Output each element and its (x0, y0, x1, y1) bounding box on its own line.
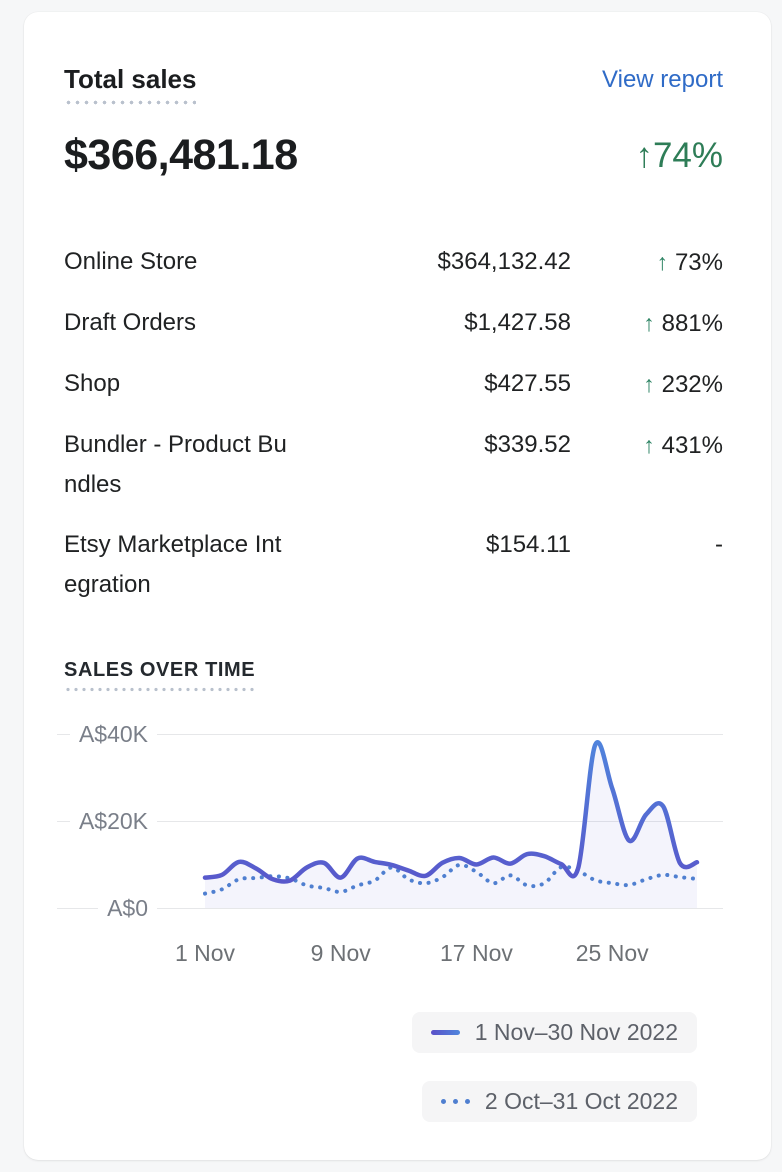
channel-label: Bundler - Product Bundles (64, 431, 287, 499)
channel-change: ↑ 232% (643, 371, 723, 399)
x-axis-label: 17 Nov (440, 940, 513, 967)
previous-period-line (203, 863, 699, 896)
chart-plot: A$40K A$20K A$0 (57, 708, 723, 921)
legend-swatch-solid-icon (430, 1030, 460, 1036)
sales-channel-row: Etsy Marketplace Integration $154.11 - (64, 525, 723, 605)
gridline (157, 733, 723, 735)
legend-label: 1 Nov–30 Nov 2022 (474, 1019, 678, 1046)
sales-channel-row: Draft Orders $1,427.58 ↑ 881% (64, 303, 723, 344)
y-axis-label: A$20K (78, 807, 148, 834)
y-axis-label-area: A$20K (57, 808, 148, 835)
up-arrow-icon: ↑ (643, 432, 655, 459)
y-axis-tick (57, 907, 99, 909)
gridline (157, 907, 723, 909)
up-arrow-icon: ↑ (643, 310, 655, 337)
total-sales-delta: ↑74% (635, 135, 723, 175)
channel-amount: $1,427.58 (464, 309, 571, 337)
channel-amount: $339.52 (484, 431, 571, 459)
card-header: Total sales View report (64, 64, 723, 106)
chart-legend: 1 Nov–30 Nov 2022 2 Oct–31 Oct 2022 (64, 1012, 723, 1123)
legend-item: 2 Oct–31 Oct 2022 (421, 1081, 697, 1123)
grid-row: A$40K (57, 721, 723, 747)
up-arrow-icon: ↑ (656, 249, 668, 276)
y-axis-tick (57, 820, 70, 822)
up-arrow-icon: ↑ (643, 371, 655, 398)
legend-swatch-dotted-icon (440, 1099, 470, 1105)
view-report-link[interactable]: View report (602, 66, 723, 93)
sales-channel-row: Bundler - Product Bundles $339.52 ↑ 431% (64, 425, 723, 505)
chart-title: SALES OVER TIME (64, 659, 256, 693)
sales-channel-row: Online Store $364,132.42 ↑ 73% (64, 242, 723, 283)
y-axis-label: A$40K (78, 720, 148, 747)
y-axis-label-area: A$40K (57, 721, 148, 748)
gridline (157, 820, 723, 822)
channel-change: ↑ 881% (643, 310, 723, 338)
channel-label: Draft Orders (64, 309, 197, 337)
legend-label: 2 Oct–31 Oct 2022 (484, 1088, 678, 1115)
chart-x-axis: 1 Nov 9 Nov 17 Nov 25 Nov (64, 940, 723, 970)
channel-label: Shop (64, 370, 121, 398)
x-axis-label: 9 Nov (310, 940, 371, 967)
total-sales-card: Total sales View report $366,481.18 ↑74%… (24, 12, 771, 1160)
channel-change: ↑ 431% (643, 432, 723, 460)
chart-title-wrap: SALES OVER TIME (64, 659, 723, 693)
current-period-line (202, 740, 700, 885)
grid-row: A$0 (57, 895, 723, 921)
y-axis-label: A$0 (107, 894, 148, 921)
channel-label: Online Store (64, 248, 198, 276)
y-axis-label-area: A$0 (57, 895, 148, 922)
sales-line-chart (202, 740, 700, 909)
y-axis-tick (57, 733, 70, 735)
channel-amount: $154.11 (486, 531, 571, 559)
channel-label: Etsy Marketplace Integration (64, 531, 282, 599)
channel-amount: $427.55 (484, 370, 571, 398)
card-title: Total sales (64, 64, 197, 106)
channel-breakdown-table: Online Store $364,132.42 ↑ 73% Draft Orders $… (64, 242, 723, 605)
x-axis-label: 25 Nov (575, 940, 649, 967)
summary-row: $366,481.18 ↑74% (64, 131, 723, 180)
channel-change: - (715, 531, 723, 559)
channel-change: ↑ 73% (656, 249, 723, 277)
grid-row: A$20K (57, 808, 723, 834)
total-sales-value: $366,481.18 (64, 131, 298, 180)
channel-amount: $364,132.42 (437, 248, 571, 276)
legend-item: 1 Nov–30 Nov 2022 (411, 1012, 697, 1054)
sales-channel-row: Shop $427.55 ↑ 232% (64, 364, 723, 405)
x-axis-label: 1 Nov (174, 940, 236, 967)
